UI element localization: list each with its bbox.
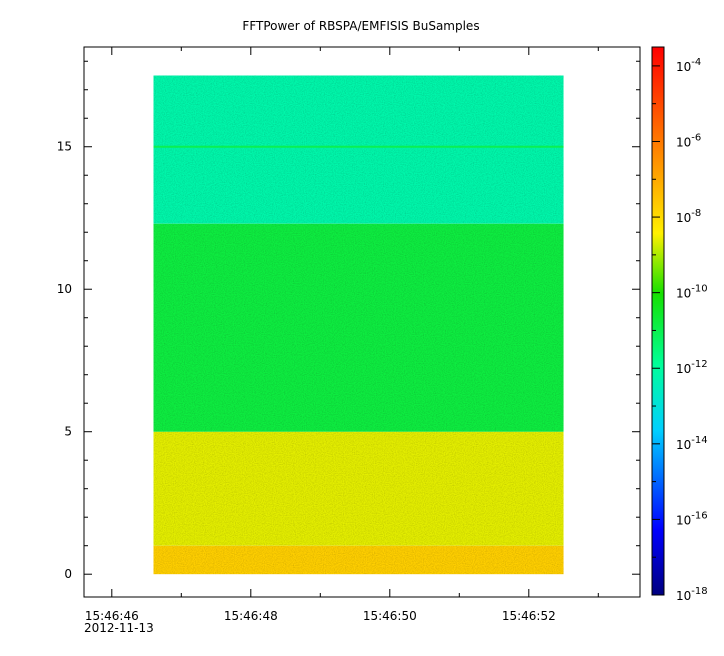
spectrogram-band: [153, 545, 564, 575]
x-tick-label: 15:46:48: [224, 609, 278, 623]
x-tick-label: 15:46:50: [363, 609, 417, 623]
y-tick-label: 0: [64, 567, 72, 581]
x-tick-label: 15:46:52: [502, 609, 556, 623]
x-axis: 15:46:46 15:46:48 15:46:50 15:46:52: [85, 47, 599, 623]
y-tick-label: 10: [57, 282, 72, 296]
x-date-label: 2012-11-13: [84, 621, 154, 635]
colorbar-tick-label: 10-6: [676, 132, 701, 149]
colorbar-tick-label: 10-8: [676, 208, 701, 225]
spectrogram-image: [153, 75, 564, 575]
colorbar-tick-label: 10-4: [676, 57, 701, 74]
colorbar-axis: 10-4 10-6 10-8 10-10 10-12 10-14 10-16 10-18: [652, 57, 708, 603]
spectrogram-band: [153, 75, 564, 224]
x-tick-label: 15:46:46: [85, 609, 139, 623]
y-tick-label: 15: [57, 140, 72, 154]
colorbar-tick-label: 10-12: [676, 359, 708, 376]
colorbar-tick-label: 10-18: [676, 586, 708, 603]
colorbar-tick-label: 10-14: [676, 435, 708, 452]
y-axis: 0 5 10 15: [57, 60, 640, 581]
spectrogram-band: [153, 223, 564, 432]
colorbar-tick-label: 10-16: [676, 510, 708, 527]
colorbar-tick-label: 10-10: [676, 284, 708, 301]
chart-title: FFTPower of RBSPA/EMFISIS BuSamples: [242, 19, 479, 33]
colorbar: [651, 46, 665, 596]
spectrogram-band: [153, 431, 564, 546]
y-tick-label: 5: [64, 425, 72, 439]
